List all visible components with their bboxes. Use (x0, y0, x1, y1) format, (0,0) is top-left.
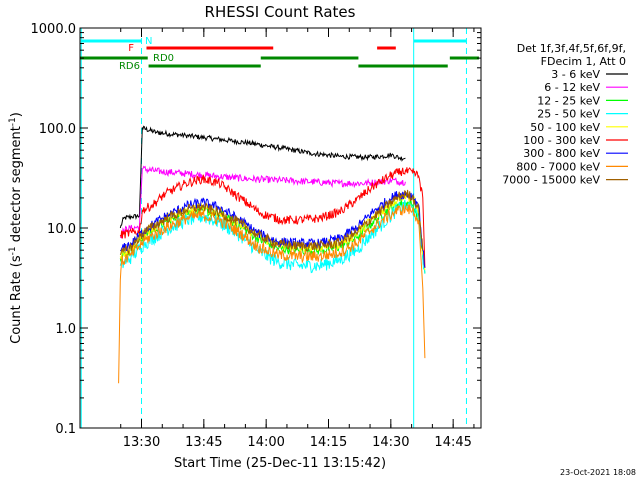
y-tick-label: 100.0 (39, 122, 76, 137)
x-axis: 13:30 13:45 14:00 14:15 14:30 14:45 (120, 28, 475, 450)
x-tick-label: 14:45 (434, 435, 471, 450)
series-line-8 (118, 204, 426, 384)
flag-label-n: N (145, 36, 152, 47)
y-tick-label: 0.1 (55, 422, 76, 437)
x-tick-label: 13:30 (123, 435, 160, 450)
series-line-9 (119, 189, 424, 256)
legend-header-line-2: FDecim 1, Att 0 (541, 55, 626, 68)
legend-label: 3 - 6 keV (551, 68, 600, 81)
plot-content: NF RD0 RD6 (80, 28, 479, 428)
x-tick-label: 14:30 (372, 435, 409, 450)
chart-title: RHESSI Count Rates (205, 3, 356, 21)
legend-label: 100 - 300 keV (523, 134, 600, 147)
flag-label-f: F (128, 43, 134, 54)
x-axis-label: Start Time (25-Dec-11 13:15:42) (174, 456, 386, 471)
legend-label: 800 - 7000 keV (516, 160, 600, 173)
x-tick-label: 13:45 (185, 435, 222, 450)
x-tick-label: 14:15 (310, 435, 347, 450)
series-line-6 (119, 167, 426, 268)
series-line-2 (119, 165, 406, 239)
flag-label-rd0: RD0 (153, 53, 174, 64)
series-line-1 (119, 125, 406, 229)
legend-label: 6 - 12 keV (544, 81, 600, 94)
generation-timestamp: 23-Oct-2021 18:08 (560, 468, 636, 477)
y-axis-label: Count Rate (s-1 detector segment-1) (8, 112, 24, 344)
legend-label: 7000 - 15000 keV (502, 174, 600, 187)
y-tick-label: 1.0 (55, 322, 76, 337)
y-tick-label: 10.0 (47, 222, 76, 237)
flag-label-rd6: RD6 (119, 61, 140, 72)
legend-label: 300 - 800 keV (523, 147, 600, 160)
y-axis-label-mid: detector segment (9, 126, 24, 246)
legend-label: 50 - 100 keV (530, 121, 600, 134)
y-tick-label: 1000.0 (31, 22, 77, 37)
y-axis-label-sup1: -1 (8, 246, 18, 255)
y-axis-label-sup2: -1 (8, 117, 18, 126)
y-axis-label-end: ) (9, 112, 24, 117)
y-axis: 0.1 1.0 10.0 100.0 1000.0 (31, 22, 481, 437)
x-tick-label: 14:00 (247, 435, 284, 450)
legend-label: 25 - 50 keV (537, 108, 600, 121)
y-axis-label-main: Count Rate (s (9, 255, 24, 344)
legend-label: 12 - 25 keV (537, 94, 600, 107)
legend-header-line-1: Det 1f,3f,4f,5f,6f,9f, (517, 42, 626, 55)
